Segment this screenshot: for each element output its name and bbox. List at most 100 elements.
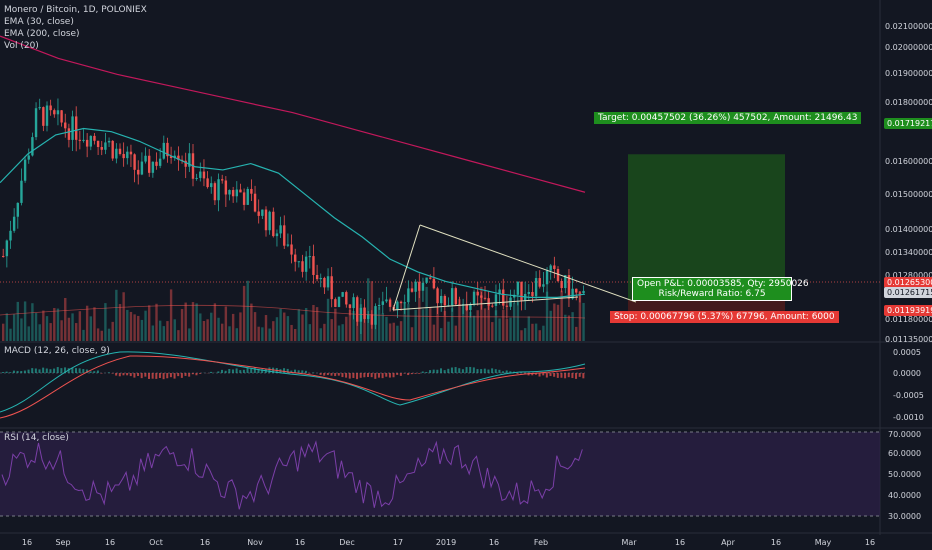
time-axis-label: Apr bbox=[721, 538, 736, 547]
macd-histogram-bar bbox=[345, 373, 348, 378]
macd-axis-label: 0.0005 bbox=[893, 348, 921, 357]
volume-bar bbox=[447, 321, 450, 341]
candle-body bbox=[104, 142, 107, 150]
macd-histogram-bar bbox=[542, 373, 545, 376]
candle-body bbox=[93, 135, 96, 141]
volume-bar bbox=[64, 297, 67, 341]
candle-body bbox=[206, 178, 209, 188]
candle-body bbox=[133, 154, 136, 170]
macd-histogram-bar bbox=[155, 373, 158, 379]
macd-axis-label: -0.0010 bbox=[893, 413, 924, 422]
time-axis-label: Oct bbox=[149, 538, 163, 547]
macd-histogram-bar bbox=[27, 369, 30, 373]
volume-bar bbox=[169, 289, 173, 341]
candle-body bbox=[396, 301, 399, 310]
volume-bar bbox=[502, 309, 505, 341]
candle-body bbox=[476, 291, 479, 296]
pnl-label[interactable]: Open P&L: 0.00003585, Qty: 2950026 Risk/… bbox=[632, 277, 809, 301]
candle-body bbox=[75, 116, 78, 140]
volume-bar bbox=[553, 303, 556, 341]
macd-histogram-bar bbox=[447, 368, 450, 373]
macd-histogram-bar bbox=[5, 371, 8, 373]
target-price-tag: 0.01719217 bbox=[884, 118, 932, 129]
volume-bar bbox=[440, 328, 443, 341]
candle-body bbox=[184, 160, 187, 167]
volume-bar bbox=[516, 301, 520, 341]
volume-bar bbox=[111, 321, 114, 341]
macd-histogram-bar bbox=[9, 372, 12, 373]
candle-body bbox=[56, 110, 60, 115]
candle-body bbox=[312, 256, 315, 275]
candle-body bbox=[505, 305, 509, 307]
candle-body bbox=[301, 261, 304, 272]
macd-histogram-bar bbox=[53, 368, 56, 373]
volume-bar bbox=[158, 320, 162, 341]
volume-bar bbox=[100, 330, 103, 341]
candle-body bbox=[27, 155, 30, 160]
macd-histogram-bar bbox=[487, 369, 490, 373]
volume-bar bbox=[381, 313, 384, 341]
macd-histogram-bar bbox=[85, 369, 88, 373]
volume-bar bbox=[443, 310, 447, 341]
volume-bar bbox=[356, 315, 359, 341]
macd-histogram-bar bbox=[60, 368, 63, 373]
macd-histogram-bar bbox=[502, 371, 505, 373]
macd-histogram-bar bbox=[257, 368, 260, 373]
candle-body bbox=[531, 291, 534, 297]
macd-histogram-bar bbox=[418, 373, 421, 374]
candle-body bbox=[250, 188, 253, 194]
macd-histogram-bar bbox=[184, 373, 187, 376]
macd-histogram-bar bbox=[571, 373, 574, 379]
candle-body bbox=[210, 183, 213, 188]
macd-histogram-bar bbox=[505, 370, 508, 373]
macd-histogram-bar bbox=[443, 370, 446, 373]
volume-bar bbox=[326, 298, 330, 341]
macd-histogram-bar bbox=[301, 370, 304, 373]
macd-histogram-bar bbox=[341, 373, 344, 378]
macd-histogram-bar bbox=[71, 367, 74, 373]
macd-histogram-bar bbox=[363, 373, 366, 378]
macd-histogram-bar bbox=[432, 369, 435, 373]
macd-histogram-bar bbox=[23, 370, 26, 373]
time-axis-label: Feb bbox=[534, 538, 548, 547]
volume-bar bbox=[363, 307, 366, 341]
time-axis-label: May bbox=[815, 538, 832, 547]
candle-body bbox=[370, 314, 374, 325]
macd-histogram-bar bbox=[334, 373, 337, 377]
volume-bar bbox=[9, 328, 12, 341]
macd-histogram-bar bbox=[407, 373, 410, 376]
volume-bar bbox=[498, 318, 501, 341]
candle-body bbox=[450, 288, 454, 306]
candle-body bbox=[115, 148, 118, 159]
volume-bar bbox=[235, 328, 238, 341]
volume-bar bbox=[151, 325, 155, 341]
candle-body bbox=[5, 240, 9, 257]
candle-body bbox=[440, 295, 443, 304]
candle-body bbox=[381, 301, 384, 305]
candle-body bbox=[228, 190, 231, 195]
macd-histogram-bar bbox=[454, 367, 457, 373]
macd-histogram-bar bbox=[385, 373, 388, 377]
candle-body bbox=[553, 265, 556, 269]
macd-histogram-bar bbox=[129, 373, 132, 377]
macd-histogram-bar bbox=[498, 369, 501, 373]
stop-label[interactable]: Stop: 0.00067796 (5.37%) 67796, Amount: … bbox=[610, 311, 839, 323]
macd-histogram-bar bbox=[461, 369, 464, 373]
volume-bar bbox=[377, 306, 381, 341]
macd-histogram-bar bbox=[458, 368, 461, 373]
volume-bar bbox=[213, 303, 217, 341]
macd-histogram-bar bbox=[429, 370, 432, 373]
macd-histogram-bar bbox=[199, 373, 202, 374]
macd-histogram-bar bbox=[49, 369, 52, 373]
volume-bar bbox=[469, 311, 472, 341]
volume-bar bbox=[12, 314, 16, 341]
candle-body bbox=[385, 299, 388, 302]
candle-body bbox=[111, 140, 114, 159]
candle-body bbox=[286, 244, 290, 246]
candle-body bbox=[516, 281, 520, 295]
volume-bar bbox=[345, 316, 348, 341]
candle-body bbox=[491, 305, 494, 307]
target-label[interactable]: Target: 0.00457502 (36.26%) 457502, Amou… bbox=[594, 112, 862, 124]
legend-ema200: EMA (200, close) bbox=[4, 29, 80, 39]
